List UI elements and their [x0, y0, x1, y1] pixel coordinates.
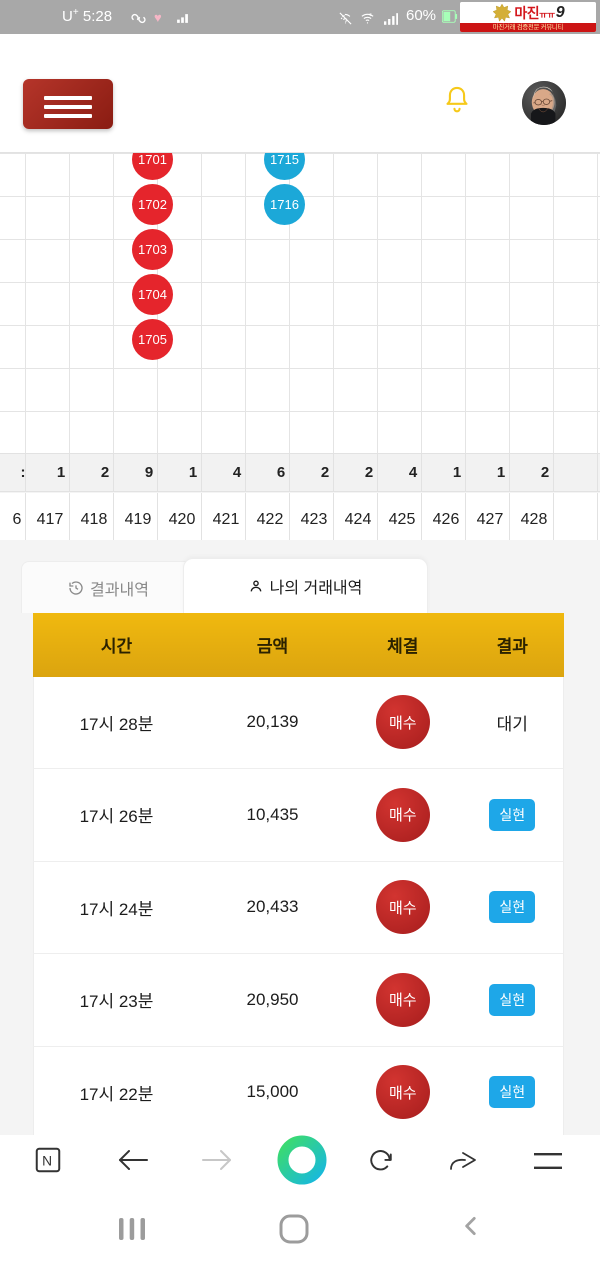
svg-text:N: N [42, 1154, 52, 1169]
svg-text:6: 6 [369, 12, 372, 17]
